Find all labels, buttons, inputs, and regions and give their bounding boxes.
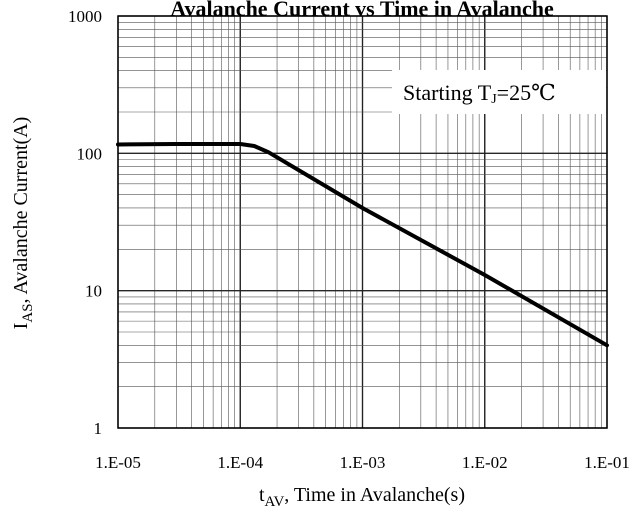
- annotation-text: Starting TJ=25℃: [403, 80, 556, 107]
- y-tick-label: 1000: [68, 7, 102, 26]
- x-tick-label: 1.E-05: [95, 453, 141, 472]
- x-axis-label: tAV, Time in Avalanche(s): [259, 484, 465, 508]
- y-tick-label: 100: [77, 144, 103, 163]
- y-tick-label: 10: [85, 282, 102, 301]
- x-tick-label: 1.E-04: [217, 453, 263, 472]
- y-axis-label: IAS, Avalanche Current(A): [10, 117, 36, 330]
- x-tick-label: 1.E-02: [462, 453, 508, 472]
- x-tick-label: 1.E-03: [340, 453, 386, 472]
- y-tick-label: 1: [94, 419, 103, 438]
- x-tick-label: 1.E-01: [584, 453, 630, 472]
